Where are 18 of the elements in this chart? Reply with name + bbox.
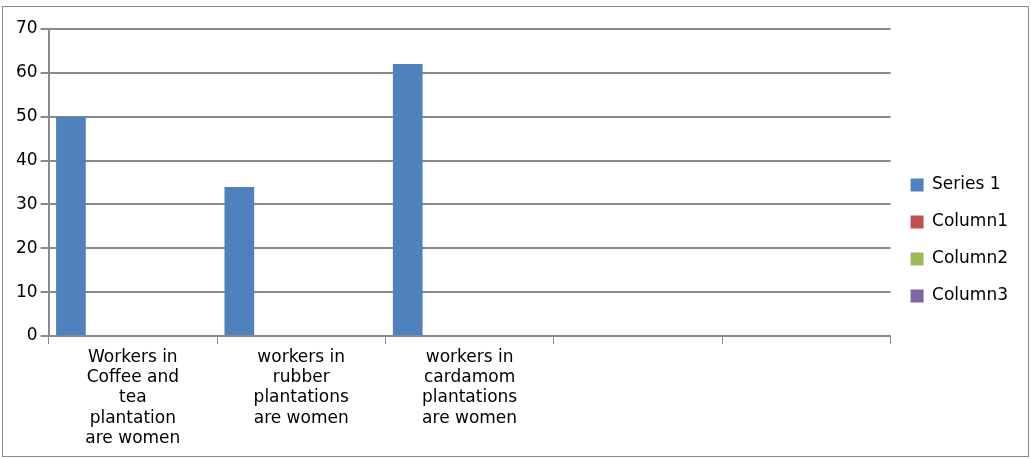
y-tick-label: 40 (15, 148, 38, 169)
x-tick-label: workers in cardamom plantations are women (422, 345, 518, 427)
legend-label: Series 1 (932, 173, 1001, 194)
legend-label: Column3 (932, 284, 1008, 305)
y-tick-label: 20 (15, 236, 38, 257)
y-tick-label: 70 (15, 17, 38, 38)
y-tick-label: 60 (15, 61, 38, 82)
y-tick-label: 30 (15, 192, 38, 213)
bar (224, 186, 255, 335)
legend-label: Column1 (932, 210, 1008, 231)
bar (392, 64, 423, 335)
y-tick-label: 10 (15, 280, 38, 301)
legend-label: Column2 (932, 247, 1008, 268)
bar (56, 116, 86, 335)
x-tick-label: workers in rubber plantations are women (253, 345, 349, 427)
x-tick-label: Workers in Coffee and tea plantation are women (85, 345, 181, 448)
y-tick-label: 0 (26, 324, 38, 345)
y-tick-label: 50 (15, 105, 38, 126)
